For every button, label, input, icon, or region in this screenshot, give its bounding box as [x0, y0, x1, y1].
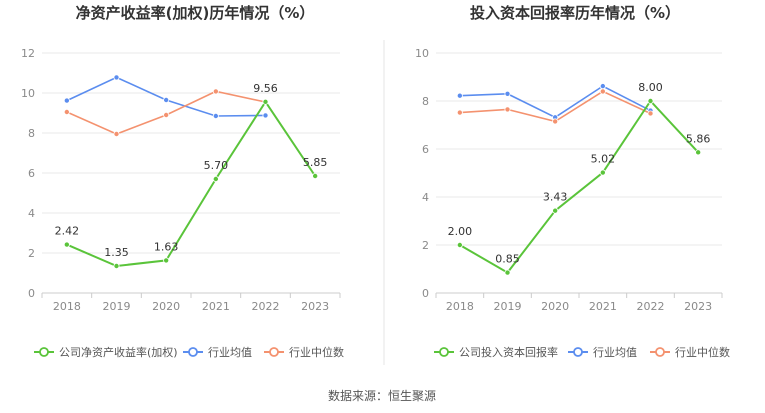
data-label: 9.56 [253, 82, 278, 95]
legend-marker-icon [655, 347, 665, 357]
y-tick-label: 8 [422, 95, 429, 108]
legend-marker-icon [269, 347, 279, 357]
x-tick-label: 2019 [494, 300, 522, 313]
data-label: 0.85 [495, 253, 520, 266]
data-point-industry_median [163, 112, 170, 119]
data-point-industry_avg [456, 92, 463, 99]
x-tick-label: 2020 [152, 300, 180, 313]
data-source-note: 数据来源：恒生聚源 [328, 388, 436, 403]
legend-item-industry_avg: 行业均值 [568, 346, 637, 359]
legend-label: 公司投入资本回报率 [459, 345, 558, 359]
data-label: 2.00 [448, 225, 473, 238]
y-tick-label: 10 [415, 47, 429, 60]
data-point-industry_avg [504, 90, 511, 97]
y-tick-label: 6 [28, 167, 35, 180]
data-point-company [599, 169, 606, 176]
y-tick-label: 0 [422, 287, 429, 300]
y-tick-label: 6 [422, 143, 429, 156]
legend-marker-icon [39, 347, 49, 357]
legend-label: 行业均值 [593, 346, 637, 359]
data-point-company [212, 175, 219, 182]
y-tick-label: 12 [21, 47, 35, 60]
data-point-industry_median [647, 110, 654, 117]
x-tick-label: 2021 [202, 300, 230, 313]
data-point-industry_median [113, 130, 120, 137]
chart-panel-roic: 投入资本回报率历年情况（%） 0 2 4 6 8 10 2018 2019 2020 2021 20… [415, 4, 730, 359]
legend-marker-icon [188, 347, 198, 357]
data-point-industry_median [599, 88, 606, 95]
legend-marker-icon [439, 347, 449, 357]
data-label: 5.86 [686, 132, 711, 145]
y-tick-label: 10 [21, 87, 35, 100]
data-point-company [456, 241, 463, 248]
data-label: 5.02 [591, 153, 616, 166]
series-line-industry_avg [66, 76, 266, 117]
legend-label: 公司净资产收益率(加权) [59, 345, 178, 359]
legend-label: 行业中位数 [289, 345, 344, 359]
x-tick-label: 2022 [637, 300, 665, 313]
chart-panel-roe: 净资产收益率(加权)历年情况（%） 0 2 4 6 8 10 12 2018 2019 2020 2… [21, 4, 344, 359]
series-line-industry_avg [459, 85, 651, 119]
data-point-company [504, 269, 511, 276]
y-tick-label: 2 [422, 239, 429, 252]
data-point-company [113, 262, 120, 269]
legend-label: 行业中位数 [675, 345, 730, 359]
y-tick-label: 0 [28, 287, 35, 300]
data-label: 5.85 [303, 156, 328, 169]
chart-title: 净资产收益率(加权)历年情况（%） [76, 4, 315, 22]
data-label: 2.42 [55, 225, 80, 238]
x-tick-label: 2023 [684, 300, 712, 313]
legend-item-industry_avg: 行业均值 [183, 346, 252, 359]
legend-marker-icon [573, 347, 583, 357]
y-tick-label: 2 [28, 247, 35, 260]
data-point-industry_avg [113, 74, 120, 81]
data-point-company [63, 241, 70, 248]
data-point-industry_median [212, 88, 219, 95]
series-line-company [66, 99, 316, 268]
data-point-industry_median [63, 109, 70, 116]
legend-item-industry_median: 行业中位数 [264, 345, 344, 359]
x-tick-label: 2022 [252, 300, 280, 313]
x-tick-label: 2020 [541, 300, 569, 313]
chart-legend: 公司投入资本回报率 行业均值 行业中位数 [434, 345, 730, 359]
x-tick-label: 2019 [103, 300, 131, 313]
y-tick-label: 4 [28, 207, 35, 220]
y-tick-label: 4 [422, 191, 429, 204]
x-tick-label: 2018 [446, 300, 474, 313]
data-point-company [552, 207, 559, 214]
data-point-company [312, 172, 319, 179]
data-label: 8.00 [638, 81, 663, 94]
x-tick-label: 2018 [53, 300, 81, 313]
x-tick-label: 2023 [301, 300, 329, 313]
legend-item-company: 公司投入资本回报率 [434, 345, 558, 359]
data-point-company [262, 98, 269, 105]
legend-item-industry_median: 行业中位数 [650, 345, 730, 359]
x-tick-label: 2021 [589, 300, 617, 313]
y-tick-label: 8 [28, 127, 35, 140]
data-point-industry_avg [163, 97, 170, 104]
data-label: 3.43 [543, 191, 568, 204]
chart-legend: 公司净资产收益率(加权) 行业均值 行业中位数 [34, 345, 344, 359]
data-point-company [695, 149, 702, 156]
data-point-industry_median [456, 109, 463, 116]
data-point-industry_median [552, 118, 559, 125]
chart-title: 投入资本回报率历年情况（%） [470, 4, 680, 22]
legend-item-company: 公司净资产收益率(加权) [34, 345, 178, 359]
data-point-industry_avg [262, 112, 269, 119]
data-point-company [163, 257, 170, 264]
data-point-industry_avg [599, 83, 606, 90]
data-label: 5.70 [204, 159, 229, 172]
data-point-industry_median [504, 106, 511, 113]
data-point-industry_avg [63, 97, 70, 104]
data-label: 1.63 [154, 240, 179, 253]
data-point-industry_avg [212, 113, 219, 120]
legend-label: 行业均值 [208, 346, 252, 359]
data-point-company [647, 98, 654, 105]
series-line-company [459, 99, 699, 274]
data-label: 1.35 [104, 246, 129, 259]
